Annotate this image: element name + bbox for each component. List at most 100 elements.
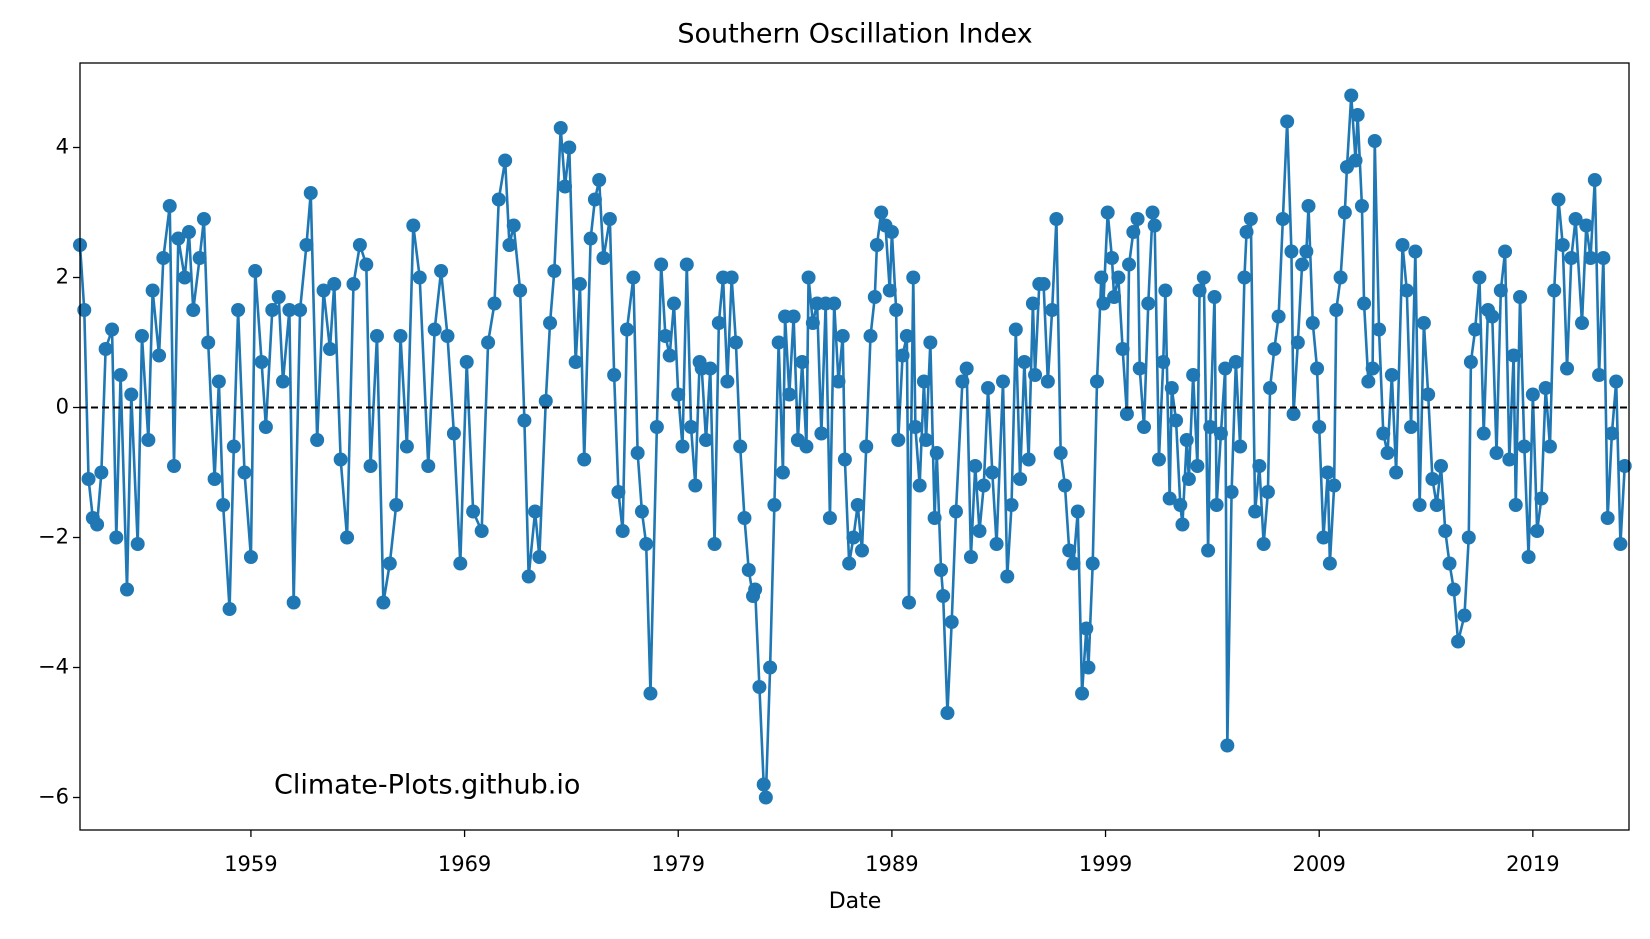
data-point — [1468, 322, 1483, 337]
data-point — [1592, 368, 1607, 382]
data-point — [412, 270, 427, 285]
data-point — [1337, 205, 1352, 220]
data-point — [1218, 361, 1233, 376]
data-point — [216, 498, 231, 512]
data-point — [976, 478, 991, 493]
data-point — [649, 420, 664, 434]
data-point — [927, 511, 942, 525]
data-point — [1237, 270, 1252, 285]
data-point — [1213, 426, 1228, 441]
data-point — [399, 439, 414, 454]
data-point — [528, 504, 543, 519]
data-point — [1384, 368, 1399, 382]
data-point — [1354, 199, 1369, 213]
data-point — [1517, 439, 1532, 454]
data-point — [884, 225, 899, 239]
data-point — [243, 550, 258, 564]
chart-title: Southern Oscillation Index — [677, 19, 1032, 50]
data-point — [1389, 465, 1404, 480]
data-point — [596, 251, 611, 265]
data-point — [835, 329, 850, 343]
data-point — [1228, 355, 1243, 369]
data-point — [1425, 472, 1440, 486]
data-point — [639, 537, 654, 551]
y-tick-label: 2 — [56, 265, 69, 289]
data-point — [521, 569, 536, 584]
data-point — [1275, 212, 1290, 226]
data-point — [1429, 498, 1444, 512]
data-point — [1542, 439, 1557, 454]
data-point — [634, 504, 649, 519]
data-point — [1107, 290, 1122, 304]
data-point — [1267, 342, 1282, 356]
data-point — [77, 303, 92, 317]
data-point — [226, 439, 241, 454]
data-point — [923, 335, 938, 350]
data-point — [382, 556, 397, 571]
data-point — [369, 329, 384, 343]
data-point — [1574, 316, 1589, 330]
data-point — [889, 303, 904, 317]
data-point — [1062, 543, 1077, 558]
data-point — [799, 439, 814, 454]
data-point — [1513, 290, 1528, 304]
data-point — [1263, 381, 1278, 395]
data-point — [934, 563, 949, 577]
data-point — [867, 290, 882, 304]
data-point — [1376, 426, 1391, 441]
data-point — [346, 277, 361, 291]
data-point — [1305, 316, 1320, 330]
data-point — [688, 478, 703, 493]
data-point — [630, 446, 645, 460]
data-point — [1111, 270, 1126, 285]
data-point — [658, 329, 673, 343]
data-point — [286, 595, 301, 610]
data-point — [908, 420, 923, 434]
data-point — [912, 478, 927, 493]
data-point — [1252, 459, 1267, 473]
data-point — [1224, 485, 1239, 499]
data-point — [1579, 218, 1594, 233]
data-point — [340, 530, 355, 545]
data-point — [1538, 381, 1553, 395]
data-point — [1089, 374, 1104, 389]
data-point — [134, 329, 149, 343]
data-point — [1617, 459, 1632, 473]
data-point — [995, 374, 1010, 389]
data-point — [517, 413, 532, 428]
data-point — [1485, 309, 1500, 324]
data-point — [1000, 569, 1015, 584]
data-point — [602, 212, 617, 226]
data-point — [587, 192, 602, 207]
data-point — [1004, 498, 1019, 512]
data-point — [1312, 420, 1327, 434]
data-point — [1130, 212, 1145, 226]
data-point — [1207, 290, 1222, 304]
y-tick-label: −6 — [38, 785, 69, 809]
data-point — [1498, 244, 1513, 259]
data-point — [1164, 381, 1179, 395]
data-point — [81, 472, 96, 486]
data-point — [1564, 251, 1579, 265]
data-point — [748, 582, 763, 597]
data-point — [850, 498, 865, 512]
data-point — [299, 238, 314, 252]
data-point — [1560, 361, 1575, 376]
data-point — [1013, 472, 1028, 486]
data-point — [1344, 88, 1359, 103]
data-point — [679, 257, 694, 272]
data-point — [1555, 238, 1570, 252]
data-point — [1299, 244, 1314, 259]
data-point — [758, 790, 773, 805]
data-point — [1271, 309, 1286, 324]
data-point — [619, 322, 634, 337]
data-point — [1333, 270, 1348, 285]
data-point — [1239, 225, 1254, 239]
data-point — [1151, 452, 1166, 467]
data-point — [1310, 361, 1325, 376]
data-point — [814, 426, 829, 441]
data-point — [211, 374, 226, 389]
data-point — [782, 387, 797, 402]
data-point — [703, 361, 718, 376]
data-point — [1461, 530, 1476, 545]
